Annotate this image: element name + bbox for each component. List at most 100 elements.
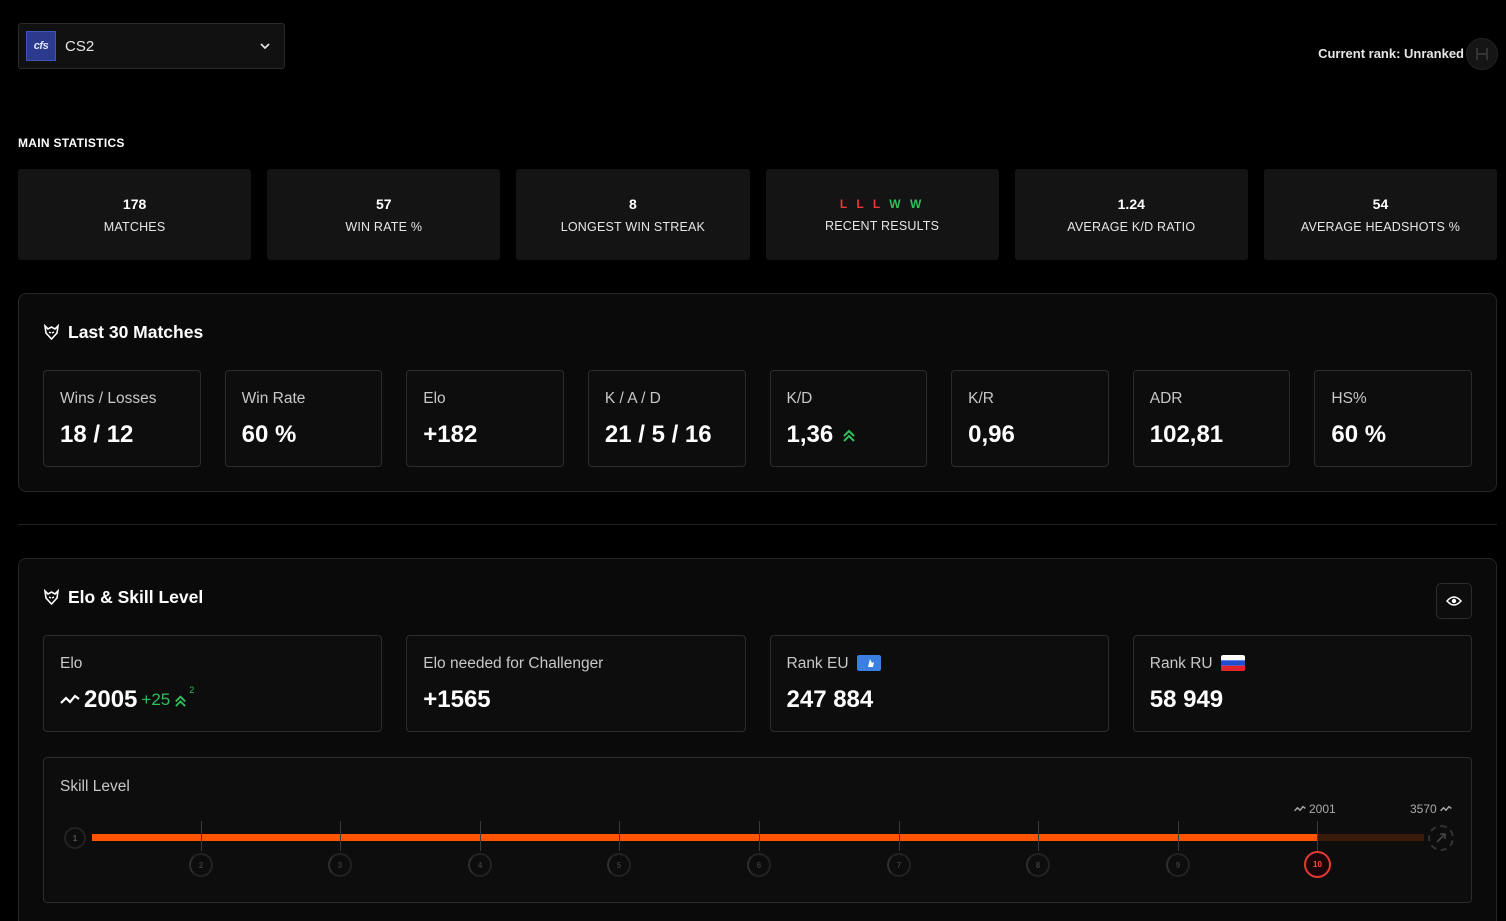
result-loss: L [856,196,867,211]
stat-label: LONGEST WIN STREAK [560,219,706,234]
stat-label: WIN RATE % [345,219,423,234]
level-tick [1038,821,1039,851]
card-label: Elo needed for Challenger [423,655,604,672]
skill-level-1-icon: 1 [64,827,86,849]
current-elo-marker: 2001 [1294,802,1336,816]
card-value: 58 949 [1149,686,1224,713]
skill-level-card: Skill Level 2001 3570 1 2 3 4 5 6 7 8 9 … [43,757,1472,903]
last-30-matches-title: Last 30 Matches [43,322,203,343]
toggle-visibility-button[interactable] [1436,583,1472,619]
faceit-wolf-icon [43,589,60,606]
last-30-matches-panel: Last 30 Matches Wins / Losses 18 / 12 Wi… [18,293,1497,492]
skill-level-label: Skill Level [60,778,130,795]
card-label: Elo [423,390,446,407]
level-tick [201,821,202,851]
stat-label: RECENT RESULTS [825,218,940,233]
card-value: 18 / 12 [60,421,134,448]
stat-card-average-kd: 1.24 AVERAGE K/D RATIO [1014,169,1248,260]
skill-progress-fill [92,834,1318,841]
card-label: ADR [1149,390,1183,407]
stat-value: 54 [1372,195,1389,212]
last-30-cards: Wins / Losses 18 / 12 Win Rate 60 % Elo … [43,370,1472,467]
cs2-logo-icon: cfs [26,31,56,61]
level-tick [899,821,900,851]
chevron-down-icon [260,43,270,50]
card-kr: K/R 0,96 [951,370,1109,467]
card-rank-ru: Rank RU 58 949 [1132,635,1472,732]
card-label: K/D [786,390,813,407]
stat-label: AVERAGE K/D RATIO [1067,219,1196,234]
skill-level-5-icon: 5 [607,853,631,877]
challenger-level-icon [1428,825,1454,851]
stat-value: 1.24 [1117,195,1145,212]
main-statistics-title: MAIN STATISTICS [18,136,125,150]
faceit-wolf-icon [43,324,60,341]
stat-card-matches: 178 MATCHES [18,169,252,260]
max-elo-marker: 3570 [1410,802,1452,816]
elo-trend-icon [60,694,80,704]
elo-skill-panel: Elo & Skill Level Elo 2005 +25 2 Elo nee… [18,558,1497,921]
result-win: W [909,196,925,211]
elo-change-superscript: 2 [189,685,195,695]
skill-level-6-icon: 6 [747,853,771,877]
card-wins-losses: Wins / Losses 18 / 12 [43,370,201,467]
skill-progress-track [92,834,1424,841]
skill-level-9-icon: 9 [1166,853,1190,877]
eye-icon [1446,596,1462,606]
stat-value: 8 [629,195,637,212]
card-hs: HS% 60 % [1314,370,1472,467]
card-value: 247 884 [786,686,874,713]
card-adr: ADR 102,81 [1132,370,1291,467]
elo-value: 2005 [84,686,138,713]
skill-level-2-icon: 2 [189,853,213,877]
card-value: 0,96 [968,421,1015,448]
elo-skill-title: Elo & Skill Level [43,587,203,608]
elo-cards: Elo 2005 +25 2 Elo needed for Challenger… [43,635,1472,732]
result-loss: L [872,196,883,211]
rank-badge-icon [1466,38,1498,70]
elo-trend-icon [1439,805,1452,812]
panel-title-text: Elo & Skill Level [68,587,204,607]
card-kad: K / A / D 21 / 5 / 16 [587,370,746,467]
panel-title-text: Last 30 Matches [68,322,204,342]
card-value: 21 / 5 / 16 [604,421,712,448]
card-value: 1,36 [787,421,911,449]
level-tick [480,821,481,851]
level-tick [759,821,760,851]
card-value: 60 % [1331,421,1387,448]
card-label: Win Rate [241,390,306,407]
level-tick [1317,821,1318,851]
game-name: CS2 [65,37,95,55]
skill-level-8-icon: 8 [1026,853,1050,877]
skill-level-4-icon: 4 [468,853,492,877]
game-select[interactable]: cfs CS2 [18,23,285,69]
card-kd: K/D 1,36 [769,370,928,467]
stat-card-recent-results: L L L W W RECENT RESULTS [765,169,999,260]
card-value: +1565 [423,686,491,713]
stat-card-win-rate: 57 WIN RATE % [267,169,501,260]
section-divider [18,524,1497,525]
recent-results-value: L L L W W [840,197,924,211]
elo-trend-icon [1294,805,1306,812]
skill-level-3-icon: 3 [328,853,352,877]
russia-flag-icon [1220,655,1245,671]
skill-level-10-icon: 10 [1304,851,1331,878]
card-label: HS% [1331,390,1367,407]
card-rank-eu: Rank EU 247 884 [769,635,1109,732]
card-elo-needed-challenger: Elo needed for Challenger +1565 [406,635,746,732]
card-value: 60 % [241,421,297,448]
card-value: 102,81 [1149,421,1224,448]
level-tick [619,821,620,851]
card-value: +182 [423,421,478,448]
double-chevron-up-icon [843,429,855,442]
card-win-rate: Win Rate 60 % [224,370,383,467]
elo-change: +25 2 [141,685,195,709]
stat-card-longest-win-streak: 8 LONGEST WIN STREAK [516,169,750,260]
stat-card-average-headshots: 54 AVERAGE HEADSHOTS % [1263,169,1498,260]
main-statistics-row: 178 MATCHES 57 WIN RATE % 8 LONGEST WIN … [18,169,1498,260]
double-chevron-up-icon [175,694,187,707]
card-label: Elo [60,655,83,672]
result-loss: L [839,196,851,211]
card-label: K / A / D [604,390,661,407]
level-tick [1178,821,1179,851]
